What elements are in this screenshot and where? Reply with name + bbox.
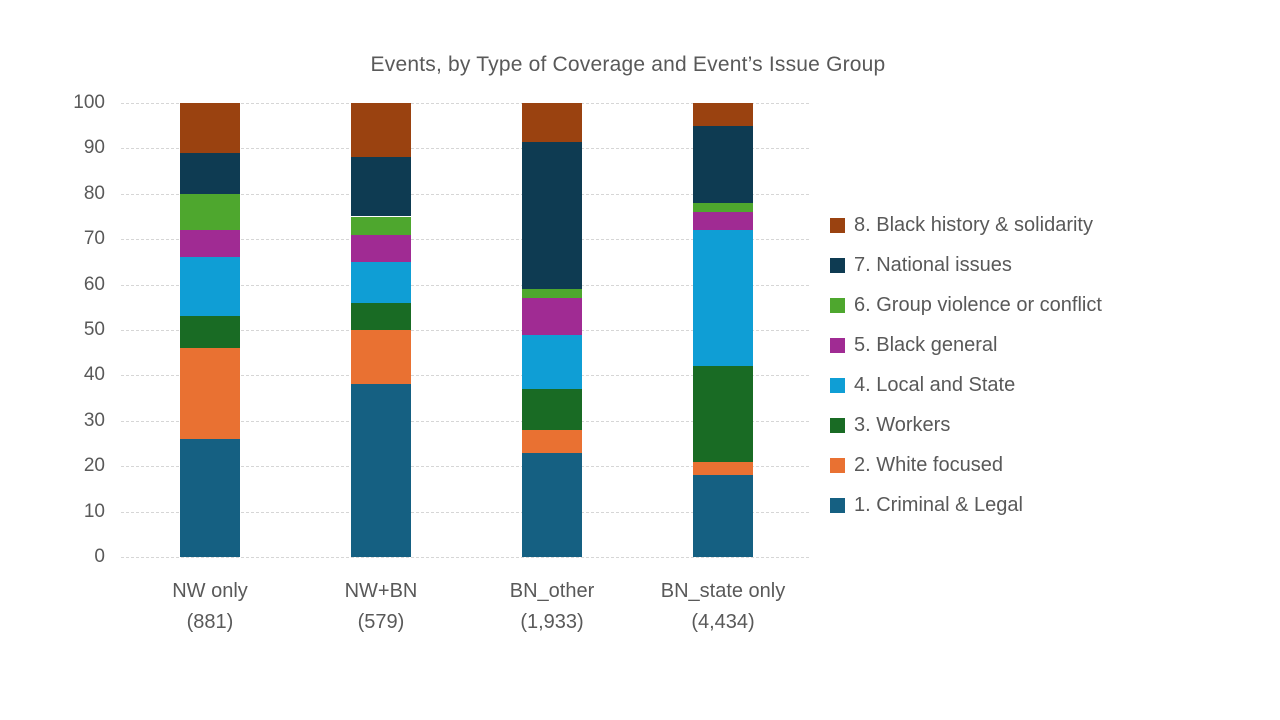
y-tick-label: 10 (83, 501, 105, 522)
x-axis-label: NW+BN (579) (295, 576, 467, 638)
bar-segment (180, 316, 240, 349)
y-tick-label: 30 (83, 410, 105, 431)
gridline (121, 103, 809, 104)
legend-label: 8. Black history & solidarity (854, 213, 1093, 236)
bar-segment (180, 152, 240, 194)
y-tick-label: 40 (83, 364, 105, 385)
bar-segment (522, 389, 582, 430)
bar-segment (351, 234, 411, 262)
bar-segment (693, 230, 753, 367)
category-name: NW+BN (344, 580, 418, 602)
bar-segment (180, 257, 240, 317)
y-tick-label: 100 (73, 92, 105, 113)
bar-segment (351, 216, 411, 235)
chart-title: Events, by Type of Coverage and Event’s … (370, 53, 886, 76)
category-count: (1,933) (520, 611, 584, 633)
legend-swatch (830, 377, 845, 393)
x-axis-label: NW only (881) (124, 576, 296, 638)
category-name: BN_other (509, 580, 595, 602)
y-tick-label: 70 (83, 228, 105, 249)
y-tick-label: 20 (83, 455, 105, 476)
gridline (121, 557, 809, 558)
legend-item: 6. Group violence or conflict (830, 285, 1102, 325)
bar-segment (522, 103, 582, 142)
bar-segment (180, 193, 240, 231)
gridline (121, 194, 809, 195)
bar-segment (693, 211, 753, 231)
bar-segment (522, 429, 582, 453)
category-count: (579) (357, 611, 405, 633)
bar-segment (351, 330, 411, 385)
bar-segment (693, 475, 753, 557)
gridline (121, 512, 809, 513)
bar-segment (351, 157, 411, 217)
y-tick-label: 50 (83, 319, 105, 340)
gridline (121, 285, 809, 286)
bar-segment (180, 348, 240, 439)
bar-segment (180, 230, 240, 258)
legend-swatch (830, 497, 845, 513)
y-tick-label: 60 (83, 274, 105, 295)
bar-segment (180, 438, 240, 557)
category-count: (881) (186, 611, 234, 633)
bar-segment (351, 302, 411, 330)
gridline (121, 421, 809, 422)
bar-segment (180, 103, 240, 153)
legend-item: 2. White focused (830, 445, 1102, 485)
bar-segment (693, 125, 753, 203)
legend: 8. Black history & solidarity 7. National… (830, 205, 1102, 525)
bar-segment (522, 289, 582, 299)
bar-segment (522, 141, 582, 290)
bar-segment (351, 384, 411, 557)
y-tick-label: 80 (83, 183, 105, 204)
legend-label: 2. White focused (854, 453, 1003, 476)
legend-item: 1. Criminal & Legal (830, 485, 1102, 525)
legend-label: 7. National issues (854, 253, 1012, 276)
legend-item: 8. Black history & solidarity (830, 205, 1102, 245)
legend-swatch (830, 297, 845, 313)
category-name: NW only (172, 580, 248, 602)
category-count: (4,434) (691, 611, 755, 633)
bar-segment (522, 452, 582, 557)
legend-label: 6. Group violence or conflict (854, 293, 1102, 316)
gridline (121, 330, 809, 331)
bar-segment (351, 261, 411, 303)
y-tick-label: 0 (94, 546, 105, 567)
legend-item: 5. Black general (830, 325, 1102, 365)
gridline (121, 148, 809, 149)
x-axis-label: BN_other (1,933) (466, 576, 638, 638)
gridline (121, 466, 809, 467)
legend-swatch (830, 337, 845, 353)
legend-item: 4. Local and State (830, 365, 1102, 405)
gridline (121, 239, 809, 240)
y-tick-label: 90 (83, 137, 105, 158)
category-name: BN_state only (660, 580, 786, 602)
legend-swatch (830, 457, 845, 473)
legend-label: 4. Local and State (854, 373, 1016, 396)
legend-swatch (830, 217, 845, 233)
x-axis-label: BN_state only (4,434) (637, 576, 809, 638)
bar-segment (693, 461, 753, 476)
legend-swatch (830, 257, 845, 273)
legend-label: 3. Workers (854, 413, 951, 436)
legend-label: 1. Criminal & Legal (854, 493, 1023, 516)
bar-segment (693, 366, 753, 462)
bar-segment (693, 202, 753, 212)
legend-label: 5. Black general (854, 333, 998, 356)
bar-segment (522, 298, 582, 335)
bar-segment (693, 103, 753, 126)
gridline (121, 375, 809, 376)
legend-item: 7. National issues (830, 245, 1102, 285)
legend-item: 3. Workers (830, 405, 1102, 445)
bar-segment (351, 103, 411, 158)
legend-swatch (830, 417, 845, 433)
bar-segment (522, 334, 582, 389)
